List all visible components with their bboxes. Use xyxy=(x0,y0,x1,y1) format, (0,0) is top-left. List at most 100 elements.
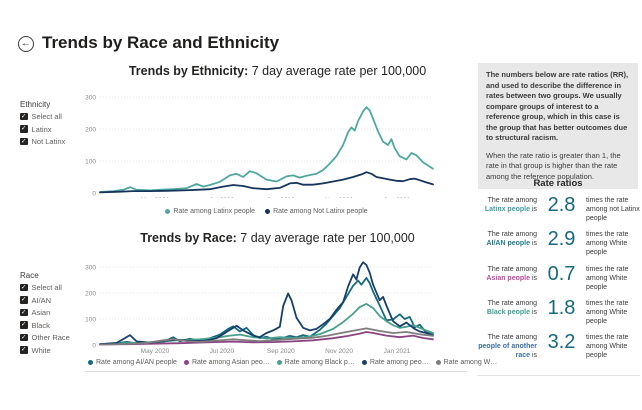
checkbox-label: Select all xyxy=(31,283,62,292)
back-button[interactable]: ← xyxy=(18,36,34,52)
ratio-value: 2.9 xyxy=(547,228,576,251)
ratio-value: 2.8 xyxy=(547,194,576,216)
arrow-left-icon: ← xyxy=(21,38,31,49)
ethnicity-chart-title: Trends by Ethnicity: 7 day average rate … xyxy=(85,64,470,78)
ratio-group: Asian people xyxy=(486,274,530,282)
checkbox-label: Not Latinx xyxy=(31,137,66,146)
ethnicity-chart-legend: Rate among Latinx people Rate among Not … xyxy=(100,208,433,215)
checkbox-checked-icon: ✓ xyxy=(20,136,28,146)
svg-text:100: 100 xyxy=(85,158,96,165)
ratio-prefix: The rate among xyxy=(487,299,537,307)
legend-label: Rate among AI/AN people xyxy=(96,359,177,366)
checkbox-label: Latinx xyxy=(31,124,52,134)
checkbox-label: Black xyxy=(31,320,50,330)
ratio-row-latinx: The rate among Latinx people is 2.8 time… xyxy=(473,194,642,223)
checkbox-race-black[interactable]: ✓ Black xyxy=(20,321,90,330)
ethnicity-line-chart[interactable]: 0 100 200 300 May 2020 Jul 2020 Sep 2020 Nov 20… xyxy=(80,86,440,198)
svg-text:Jul 2020: Jul 2020 xyxy=(210,197,235,198)
legend-item: Rate among Not Latinx people xyxy=(265,208,368,215)
svg-text:Jan 2021: Jan 2021 xyxy=(384,348,411,355)
race-line-chart[interactable]: 0 100 200 300 May 2020 Jul 2020 Sep 2020 Nov 20… xyxy=(80,258,440,358)
ratio-suffix: is xyxy=(530,240,537,248)
legend-dot-icon xyxy=(88,360,93,365)
ratio-prefix: The rate among xyxy=(487,231,537,239)
chart-title-rest: 7 day average rate per 100,000 xyxy=(236,231,415,245)
legend-item: Rate among Asian peo… xyxy=(183,359,270,366)
race-chart-legend: Rate among AI/AN people Rate among Asian… xyxy=(88,359,497,366)
legend-dot-icon xyxy=(183,360,189,365)
legend-label: Rate among Asian peo… xyxy=(191,359,270,366)
legend-dot-icon xyxy=(435,360,441,365)
ratio-description: times the rate among not Latinx people xyxy=(586,197,640,223)
ratio-group: people of another race xyxy=(478,343,537,360)
race-chart-title: Trends by Race: 7 day average rate per 1… xyxy=(85,231,470,245)
checkbox-label: Asian xyxy=(31,308,51,317)
ratio-description: times the rate among White people xyxy=(586,334,629,360)
checkbox-checked-icon: ✓ xyxy=(20,295,28,304)
checkbox-checked-icon: ✓ xyxy=(20,111,28,121)
rate-ratio-list: The rate among Latinx people is 2.8 time… xyxy=(473,194,642,365)
divider xyxy=(477,375,640,376)
rate-ratio-info-box: The numbers below are rate ratios (RR), … xyxy=(478,63,638,189)
svg-text:Sep 2020: Sep 2020 xyxy=(267,348,295,355)
svg-text:100: 100 xyxy=(85,316,96,323)
checkbox-race-aian[interactable]: ✓ AI/AN xyxy=(20,296,90,305)
checkbox-label: White xyxy=(31,345,51,355)
checkbox-label: Other Race xyxy=(31,333,70,342)
legend-item: Rate among Latinx people xyxy=(165,208,255,215)
ethnicity-filter-label: Ethnicity xyxy=(20,100,51,109)
svg-text:200: 200 xyxy=(85,290,96,297)
checkbox-label: AI/AN xyxy=(31,295,52,305)
race-filter: Race ✓ Select all ✓ AI/AN ✓ Asian ✓ Blac… xyxy=(20,271,90,358)
svg-text:Sep 2020: Sep 2020 xyxy=(267,197,295,198)
svg-text:200: 200 xyxy=(85,126,96,133)
checkbox-checked-icon: ✓ xyxy=(20,320,28,329)
svg-text:0: 0 xyxy=(92,190,96,197)
ratio-prefix: The rate among xyxy=(487,334,537,342)
legend-dot-icon xyxy=(276,360,282,365)
info-text-regular: When the rate ratio is greater than 1, t… xyxy=(486,150,621,181)
svg-text:Jan 2021: Jan 2021 xyxy=(384,197,411,198)
legend-label: Rate among Not Latinx people xyxy=(273,208,368,215)
checkbox-race-other-race[interactable]: ✓ Other Race xyxy=(20,333,90,342)
legend-label: Rate among W… xyxy=(443,359,498,366)
svg-text:May 2020: May 2020 xyxy=(141,197,170,198)
svg-text:Nov 2020: Nov 2020 xyxy=(325,197,353,198)
ratio-group: AI/AN people xyxy=(486,240,530,248)
ratio-row-another-race: The rate among people of another race is… xyxy=(473,331,642,360)
legend-label: Rate among Black p… xyxy=(284,359,355,366)
legend-dot-icon xyxy=(165,209,171,214)
ethnicity-filter: Ethnicity ✓ Select all ✓ Latinx ✓ Not La… xyxy=(20,100,90,150)
ratio-prefix: The rate among xyxy=(487,265,537,273)
checkbox-ethnicity-latinx[interactable]: ✓ Latinx xyxy=(20,125,90,134)
svg-text:300: 300 xyxy=(85,264,96,271)
ratio-row-asian: The rate among Asian people is 0.7 times… xyxy=(473,263,642,292)
chart-title-rest: 7 day average rate per 100,000 xyxy=(248,64,427,78)
info-text-bold: The numbers below are rate ratios (RR), … xyxy=(486,70,629,142)
page-title: Trends by Race and Ethnicity xyxy=(42,33,280,52)
ratio-row-aian: The rate among AI/AN people is 2.9 times… xyxy=(473,228,642,257)
checkbox-ethnicity-select-all[interactable]: ✓ Select all xyxy=(20,112,90,121)
checkbox-race-asian[interactable]: ✓ Asian xyxy=(20,308,90,317)
svg-text:0: 0 xyxy=(92,342,96,349)
legend-label: Rate among peo… xyxy=(369,359,429,366)
ratio-description: times the rate among White people xyxy=(586,299,629,326)
chart-title-bold: Trends by Ethnicity: xyxy=(128,64,249,78)
rate-ratios-heading: Rate ratios xyxy=(533,178,583,189)
ratio-description: times the rate among White people xyxy=(586,265,629,291)
legend-label: Rate among Latinx people xyxy=(173,208,256,215)
checkbox-ethnicity-not-latinx[interactable]: ✓ Not Latinx xyxy=(20,137,90,146)
checkbox-checked-icon: ✓ xyxy=(20,332,28,342)
ratio-description: times the rate among White people xyxy=(586,231,629,257)
svg-text:Nov 2020: Nov 2020 xyxy=(325,348,353,355)
ratio-group: Latinx people xyxy=(484,206,530,214)
legend-dot-icon xyxy=(361,360,367,365)
legend-dot-icon xyxy=(265,209,271,214)
checkbox-checked-icon: ✓ xyxy=(20,282,28,292)
ratio-value: 1.8 xyxy=(547,296,576,319)
legend-item: Rate among Black p… xyxy=(276,359,355,366)
ratio-suffix: is xyxy=(530,308,537,316)
checkbox-checked-icon: ✓ xyxy=(20,124,28,133)
checkbox-race-select-all[interactable]: ✓ Select all xyxy=(20,283,90,292)
checkbox-race-white[interactable]: ✓ White xyxy=(20,346,90,355)
